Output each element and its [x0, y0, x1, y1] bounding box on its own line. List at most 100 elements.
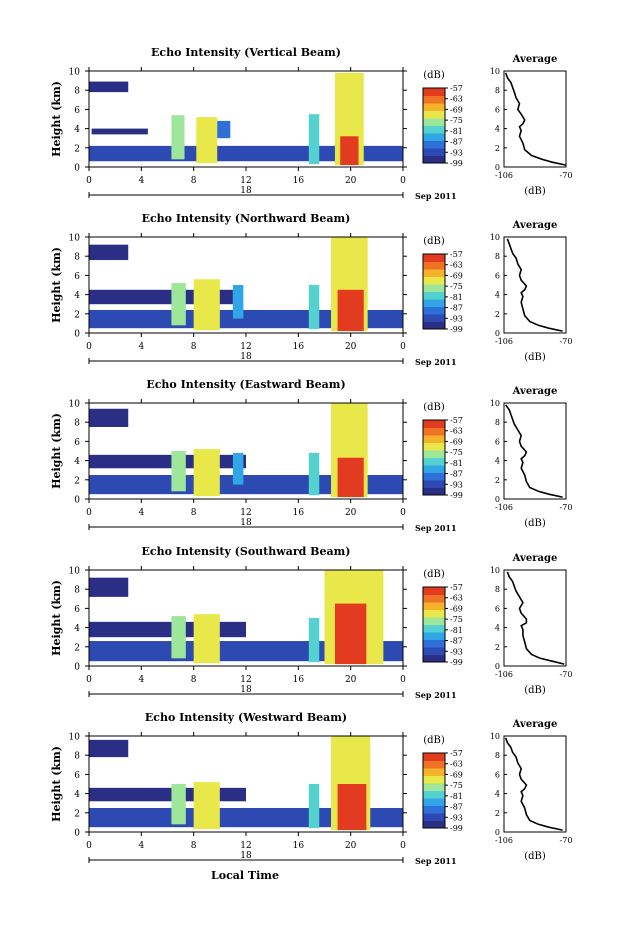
panel-2-heatmap-cell — [89, 244, 129, 261]
panel-3-heatmap-cell — [232, 452, 244, 485]
panel-2-colorbar-segment — [423, 321, 445, 330]
panel-3-heatmap-cell — [337, 457, 364, 498]
panel-5-colorbar-frame — [422, 752, 446, 829]
panel-3-colorbar-segment — [423, 465, 445, 473]
panel-2-x-tick-label: 12 — [240, 342, 251, 352]
panel-4-colorbar-tick-label: -75 — [450, 615, 463, 624]
panel-3-y-tick-label: 10 — [69, 400, 81, 410]
panel-2-average-x-tick-label: -106 — [495, 337, 513, 346]
panel-5-colorbar-tick-label: -69 — [450, 770, 463, 779]
panel-1-heatmap-cell — [171, 115, 185, 160]
panel-4-average-y-tick-label: 2 — [495, 643, 500, 652]
panel-1-colorbar-segment — [423, 133, 445, 141]
panel-4-x-tick-label: 4 — [138, 675, 144, 685]
panel-5-x-tick-label: 12 — [240, 841, 251, 851]
panel-2-heatmap-cell — [232, 285, 244, 319]
panel-3-x-tick-label: 16 — [293, 508, 305, 518]
x-axis-label: Local Time — [211, 869, 279, 882]
panel-3-y-tick-label: 2 — [74, 476, 80, 486]
panel-3-average-y-tick-label: 2 — [495, 476, 500, 485]
panel-3-average-y-tick-label: 4 — [495, 457, 500, 466]
panel-1-average-y-tick-label: 6 — [495, 105, 500, 114]
panel-3-colorbar-segment — [423, 487, 445, 496]
panel-3-average-y-tick-label: 10 — [490, 399, 500, 408]
panel-5-heatmap-cell — [193, 782, 220, 830]
panel-1-x-tick-label: 8 — [191, 176, 197, 186]
panel-2-x-tick-label: 0 — [400, 342, 406, 352]
panel-3-colorbar-tick-label: -69 — [450, 437, 463, 446]
panel-2-title: Echo Intensity (Northward Beam) — [142, 212, 351, 225]
panel-1-average-x-tick-label: -106 — [495, 171, 513, 180]
panel-4-colorbar-segment — [423, 602, 445, 610]
panel-1-average-y-tick-label: 4 — [495, 125, 500, 134]
panel-5-colorbar-tick-label: -75 — [450, 781, 463, 790]
panel-5-y-tick-label: 8 — [74, 752, 80, 762]
panel-5-y-axis-label: Height (km) — [50, 746, 63, 822]
panel-2-average-y-tick-label: 10 — [490, 233, 500, 242]
panel-3-colorbar-tick-label: -99 — [450, 491, 463, 500]
panel-1-colorbar-tick-label: -99 — [450, 159, 463, 168]
panel-1-colorbar-tick-label: -69 — [450, 105, 463, 114]
panel-5-colorbar-segment — [423, 805, 445, 814]
panel-4-colorbar-tick-label: -69 — [450, 604, 463, 613]
panel-2-y-axis-label: Height (km) — [50, 247, 63, 323]
panel-5-y-tick-label: 10 — [69, 733, 81, 743]
panel-2-average-x-tick-label: -70 — [560, 337, 573, 346]
panel-4-average-y-tick-label: 10 — [490, 566, 500, 575]
panel-5-average-y-tick-label: 2 — [495, 809, 500, 818]
panel-1-date-label: Sep 2011 — [415, 191, 457, 201]
panel-5-colorbar-segment — [423, 783, 445, 791]
panel-3-date-tick-label: 18 — [240, 518, 252, 528]
panel-5-x-tick-label: 16 — [293, 841, 305, 851]
panel-5-heatmap-cell — [308, 784, 320, 829]
panel-5-average-x-label: (dB) — [524, 851, 546, 862]
panel-4-y-tick-label: 6 — [74, 605, 80, 615]
panel-3-colorbar-segment — [423, 472, 445, 481]
panel-4-colorbar-unit: (dB) — [423, 569, 445, 580]
panel-5-heatmap-cell — [171, 784, 186, 825]
panel-1-colorbar-segment — [423, 148, 445, 156]
panel-2-colorbar-segment — [423, 291, 445, 300]
panel-2-colorbar-segment — [423, 284, 445, 292]
panel-4-colorbar-tick-label: -87 — [450, 637, 463, 646]
panel-2-heatmap-cell — [89, 309, 403, 329]
panel-1-colorbar-frame — [422, 87, 446, 164]
panel-2-x-tick-label: 0 — [86, 342, 92, 352]
panel-2-x-tick-label: 8 — [191, 342, 197, 352]
panel-2-colorbar-segment — [423, 306, 445, 315]
panel-3-colorbar-tick-label: -81 — [450, 459, 463, 468]
panel-2-colorbar-tick-label: -75 — [450, 282, 463, 291]
panel-3-x-tick-label: 8 — [191, 508, 197, 518]
panel-4-colorbar-segment — [423, 647, 445, 655]
panel-2-colorbar-tick-label: -69 — [450, 271, 463, 280]
panel-3-y-tick-label: 4 — [74, 457, 80, 467]
panel-1-x-tick-label: 4 — [138, 176, 144, 186]
panel-4-date-tick-label: 18 — [240, 685, 252, 695]
panel-1-average-y-tick-label: 8 — [495, 86, 500, 95]
panel-2-colorbar-segment — [423, 261, 445, 270]
panel-4-average-y-tick-label: 4 — [495, 624, 500, 633]
panel-5-colorbar-unit: (dB) — [423, 735, 445, 746]
panel-1-average-profile-line — [504, 72, 567, 166]
panel-2-x-tick-label: 16 — [293, 342, 305, 352]
panel-3-average-x-tick-label: -106 — [495, 503, 513, 512]
panel-5-x-tick-label: 20 — [345, 841, 357, 851]
panel-5-colorbar-segment — [423, 798, 445, 806]
panel-1-heatmap-cell — [89, 81, 129, 93]
panel-4-colorbar-segment — [423, 617, 445, 625]
panel-4-colorbar-segment — [423, 609, 445, 618]
panel-4-average-x-tick-label: -70 — [560, 670, 573, 679]
panel-3-date-label: Sep 2011 — [415, 523, 457, 533]
panel-3-heatmap-cell — [171, 451, 186, 492]
panel-4-heatmap-cell — [193, 614, 220, 664]
panel-4-x-tick-label: 16 — [293, 675, 305, 685]
panel-4-average-profile-line — [506, 571, 565, 665]
panel-4-colorbar-tick-label: -93 — [450, 647, 463, 656]
panel-2-heatmap-cell — [337, 289, 364, 332]
panel-4-heatmap-cell — [334, 603, 367, 665]
panel-1-heatmap-cell — [196, 117, 218, 164]
panel-4-average-x-label: (dB) — [524, 685, 546, 696]
panel-5-colorbar-tick-label: -87 — [450, 803, 463, 812]
panel-4-title: Echo Intensity (Southward Beam) — [142, 545, 351, 558]
